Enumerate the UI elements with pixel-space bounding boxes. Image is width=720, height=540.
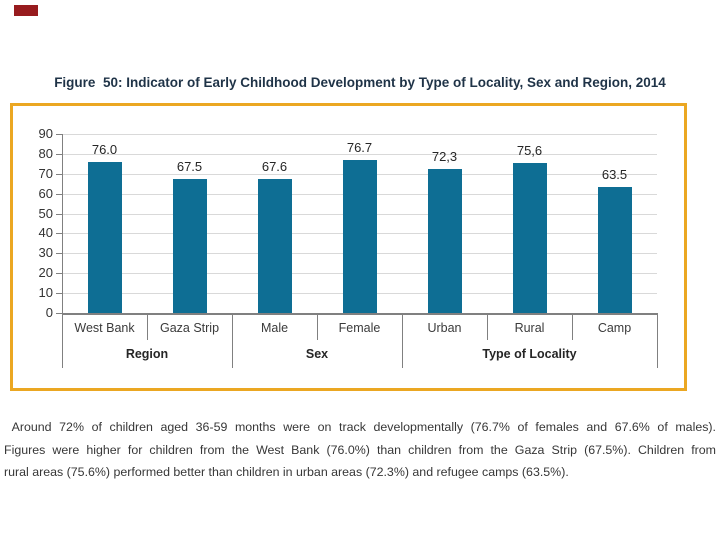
- slide-marker: [14, 5, 38, 16]
- y-axis-tick: [56, 153, 62, 155]
- bar: [172, 178, 207, 313]
- bar-value-label: 63.5: [601, 166, 628, 182]
- bar-value-label: 75,6: [516, 142, 543, 158]
- axis-divider: [572, 313, 573, 340]
- y-axis-tick: [56, 134, 62, 135]
- bar: [597, 186, 632, 313]
- axis-divider: [232, 313, 233, 368]
- y-axis-tick: [56, 273, 62, 275]
- y-axis-tick: [56, 193, 62, 195]
- caption-line: rural areas (75.6%) performed better tha…: [4, 465, 569, 479]
- y-axis-tick-label: 30: [38, 245, 53, 261]
- x-axis-line: [62, 313, 658, 315]
- y-axis-tick-label: 90: [38, 126, 53, 141]
- x-axis-category-label: Camp: [597, 321, 632, 335]
- axis-divider: [487, 313, 488, 340]
- y-axis-tick: [56, 293, 62, 295]
- bar-value-label: 67.5: [176, 158, 203, 174]
- bar-value-label: 76.0: [91, 141, 118, 157]
- axis-divider: [657, 313, 658, 368]
- y-axis-tick: [56, 233, 62, 235]
- x-axis-category-label: Female: [338, 321, 381, 335]
- bar-value-label: 67.6: [261, 158, 288, 174]
- bar: [512, 162, 547, 313]
- y-axis-tick-label: 50: [38, 205, 53, 221]
- y-axis-tick-label: 80: [38, 145, 53, 161]
- x-axis-category-label: Male: [260, 321, 289, 335]
- x-axis-category-label: Gaza Strip: [159, 321, 220, 335]
- caption: Around 72% of children aged 36-59 months…: [4, 416, 716, 484]
- gridline: [62, 134, 657, 135]
- chart-frame: 76.0 67.5 67.6 76.7 72,3 75,6 63.5 0 10 20 30 40 50…: [10, 103, 687, 391]
- y-axis-tick: [56, 173, 62, 175]
- gridline: [62, 153, 657, 155]
- y-axis-tick: [56, 313, 62, 314]
- x-axis-group-label: Region: [125, 347, 169, 361]
- plot-area: 76.0 67.5 67.6 76.7 72,3 75,6 63.5: [62, 134, 657, 313]
- x-axis-category-label: Urban: [427, 321, 462, 335]
- y-axis-tick-label: 20: [38, 265, 53, 281]
- caption-line: Around 72% of children aged 36-59 months…: [4, 420, 716, 434]
- bar: [427, 169, 462, 313]
- axis-divider: [317, 313, 318, 340]
- caption-line: Figures were higher for children from th…: [4, 442, 716, 457]
- bar: [342, 160, 377, 313]
- y-axis-tick: [56, 213, 62, 215]
- y-axis-tick-label: 0: [45, 305, 53, 320]
- bar-value-label: 76.7: [346, 140, 373, 156]
- bar: [87, 161, 122, 313]
- x-axis-category-label: West Bank: [74, 321, 135, 335]
- bar: [257, 178, 292, 313]
- x-axis-group-label: Sex: [305, 347, 329, 361]
- y-axis-tick-label: 40: [38, 225, 53, 241]
- y-axis-tick: [56, 253, 62, 255]
- bar-value-label: 72,3: [431, 149, 458, 165]
- axis-divider: [147, 313, 148, 340]
- figure-title: Figure 50: Indicator of Early Childhood …: [54, 75, 666, 90]
- x-axis-category-label: Rural: [514, 321, 545, 335]
- y-axis-tick-label: 60: [38, 185, 53, 201]
- axis-divider: [62, 313, 63, 368]
- y-axis-line: [62, 134, 63, 314]
- y-axis-tick-label: 10: [38, 285, 53, 301]
- axis-divider: [402, 313, 403, 368]
- y-axis-tick-label: 70: [38, 165, 53, 181]
- x-axis-group-label: Type of Locality: [482, 347, 577, 361]
